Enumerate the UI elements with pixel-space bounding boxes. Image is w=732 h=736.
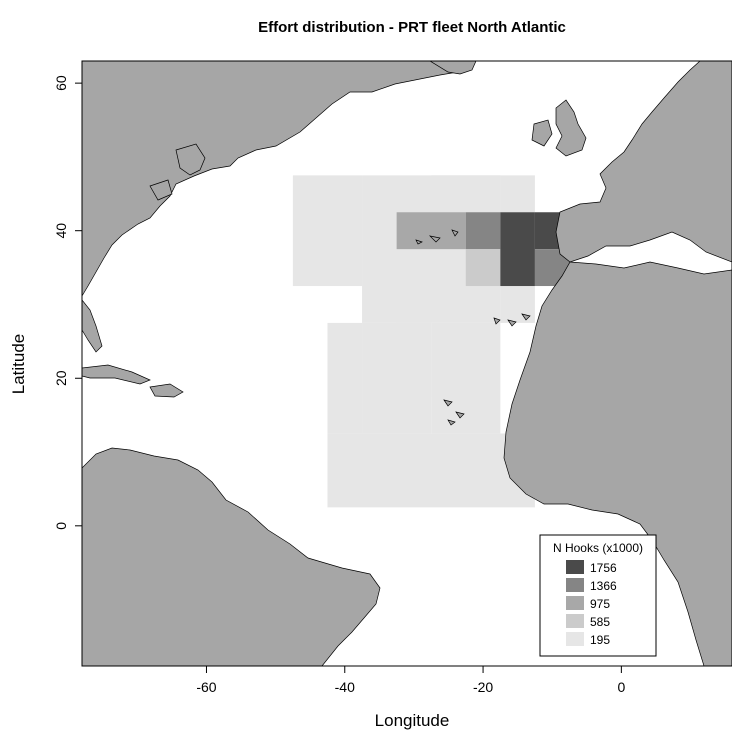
legend-label: 1756 (590, 561, 617, 575)
legend-entries: 1756 1366 975 585 195 (566, 560, 617, 647)
great-britain-land (555, 99, 587, 157)
legend-swatch (566, 578, 584, 592)
europe-land (555, 61, 732, 263)
legend-label: 1366 (590, 579, 617, 593)
land-masses (82, 61, 732, 666)
x-axis-label: Longitude (375, 711, 450, 730)
map-title: Effort distribution - PRT fleet North At… (258, 19, 566, 36)
newfoundland-land (175, 143, 206, 176)
effort-cell (327, 322, 363, 434)
legend-label: 975 (590, 597, 610, 611)
y-tick-label: 40 (53, 223, 69, 239)
plot-frame (81, 60, 732, 667)
legend-title: N Hooks (x1000) (553, 541, 643, 555)
legend-swatch (566, 614, 584, 628)
effort-cell (465, 212, 501, 250)
africa-land (503, 261, 732, 666)
effort-cell (431, 175, 466, 213)
map-panel (82, 61, 732, 666)
effort-cell (465, 175, 501, 213)
nova-scotia-land (149, 179, 173, 201)
ireland-land (531, 119, 553, 147)
hispaniola-land (149, 383, 184, 398)
effort-cell (362, 322, 432, 434)
y-axis-label: Latitude (9, 334, 28, 395)
effort-cell (500, 175, 535, 213)
florida-land (82, 299, 103, 353)
x-tick-label: 0 (617, 679, 625, 695)
x-tick-label: -60 (196, 679, 216, 695)
x-tick-label: -20 (473, 679, 493, 695)
legend: N Hooks (x1000) 1756 1366 975 585 195 (539, 534, 657, 657)
effort-cell (431, 322, 501, 434)
canary-islands (493, 313, 531, 327)
effort-cell (500, 286, 535, 323)
effort-cell (465, 249, 501, 287)
cuba-land (82, 364, 151, 385)
effort-cell (396, 212, 466, 250)
south-america-land (82, 447, 381, 666)
north-america-land (82, 61, 471, 297)
legend-label: 585 (590, 615, 610, 629)
legend-swatch (566, 560, 584, 574)
effort-cell (500, 212, 535, 287)
y-tick-label: 60 (53, 75, 69, 91)
y-axis-ticks: 0 20 40 60 (53, 75, 82, 530)
y-tick-label: 0 (53, 522, 69, 530)
legend-label: 195 (590, 633, 610, 647)
legend-box (539, 534, 657, 657)
azores-islands (415, 229, 459, 245)
y-tick-label: 20 (53, 370, 69, 386)
cape-verde-islands (443, 399, 465, 426)
legend-swatch (566, 596, 584, 610)
x-tick-label: -40 (335, 679, 355, 695)
legend-swatch (566, 632, 584, 646)
x-axis-ticks: -60 -40 -20 0 (196, 666, 625, 695)
effort-cell (292, 175, 363, 287)
greenland-land (429, 61, 477, 75)
